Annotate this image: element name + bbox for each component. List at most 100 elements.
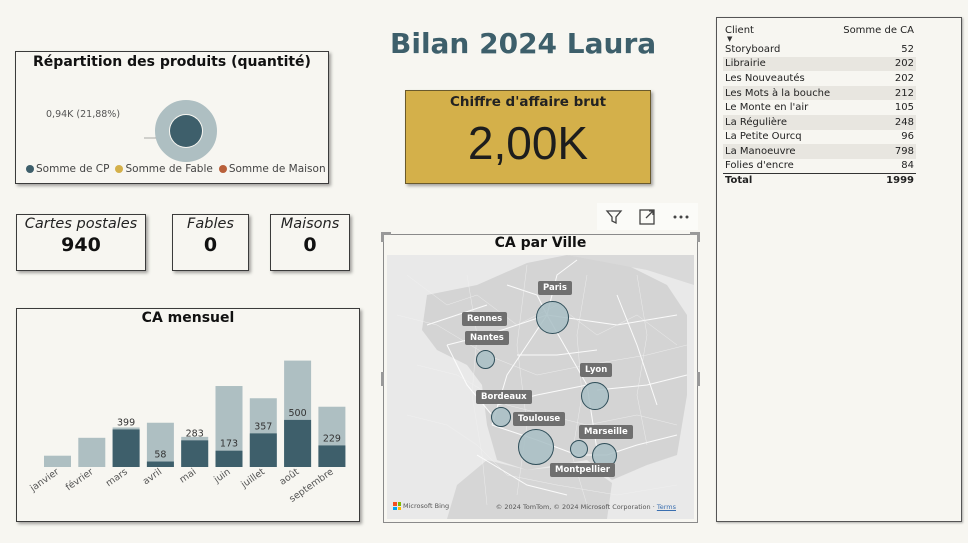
- legend-label-fable: Somme de Fable: [125, 163, 213, 175]
- table-row[interactable]: Les Mots à la bouche 212: [723, 85, 916, 101]
- bar-data-label: 58: [154, 450, 166, 461]
- cell-client: La Manoeuvre: [723, 144, 838, 159]
- legend-item-fable[interactable]: Somme de Fable: [115, 163, 213, 175]
- donut-slice-cp: [155, 100, 217, 162]
- table-row[interactable]: Folies d'encre 84: [723, 159, 916, 174]
- table-row[interactable]: La Régulière 248: [723, 114, 916, 130]
- resize-handle-left[interactable]: [381, 372, 384, 386]
- bar-total-0[interactable]: [44, 455, 71, 467]
- table-row[interactable]: Le Monte en l'air 105: [723, 100, 916, 115]
- client-revenue-table: Client ▼ Somme de CA Storyboard 52 Librairi…: [723, 23, 916, 188]
- fables-value: 0: [203, 234, 218, 256]
- pie-legend: Somme de CP Somme de Fable Somme de Mais…: [26, 163, 326, 175]
- cell-client: La Petite Ourcq: [725, 131, 802, 143]
- client-table-card[interactable]: Client ▼ Somme de CA Storyboard 52 Librairi…: [716, 17, 962, 522]
- col-header-client[interactable]: Client ▼: [723, 23, 838, 43]
- bubble-paris[interactable]: [536, 301, 569, 334]
- city-label-toulouse: Toulouse: [513, 412, 566, 426]
- city-label-rennes: Rennes: [462, 312, 508, 326]
- bubble-montpellier[interactable]: [570, 440, 588, 458]
- city-label-montpellier: Montpellier: [550, 463, 615, 477]
- fables-card[interactable]: Fables 0: [172, 214, 249, 271]
- pie-title: Répartition des produits (quantité): [33, 54, 311, 70]
- bar-chart-svg[interactable]: janvier février 399 mars 58 avril 283 mai 173 jui…: [17, 309, 361, 523]
- cell-sum: 202: [837, 56, 916, 72]
- map-credit: © 2024 TomTom, © 2024 Microsoft Corporat…: [495, 503, 676, 511]
- kpi-label: Chiffre d'affaire brut: [449, 94, 607, 110]
- bar-value-5[interactable]: [215, 450, 243, 467]
- houses-card[interactable]: Maisons 0: [270, 214, 350, 271]
- bar-value-2[interactable]: [112, 429, 140, 467]
- product-distribution-chart[interactable]: Répartition des produits (quantité) 0,94…: [15, 51, 329, 184]
- bar-data-label: 500: [289, 408, 307, 419]
- bar-chart-title: CA mensuel: [141, 310, 235, 326]
- map-title: CA par Ville: [494, 235, 587, 251]
- kpi-value: 2,00K: [467, 117, 589, 169]
- bubble-toulouse[interactable]: [518, 429, 554, 465]
- revenue-kpi-card[interactable]: Chiffre d'affaire brut 2,00K: [405, 90, 651, 184]
- visual-header-toolbar: [597, 203, 698, 230]
- donut-center: [170, 115, 202, 147]
- bubble-nantes[interactable]: [476, 350, 495, 369]
- bar-value-7[interactable]: [284, 419, 312, 467]
- cell-sum: 798: [837, 144, 916, 159]
- x-tick-label: juin: [211, 466, 232, 486]
- map-terms-link[interactable]: Terms: [656, 503, 676, 511]
- legend-item-cp[interactable]: Somme de CP: [26, 163, 109, 175]
- cell-client: Les Nouveautés: [725, 72, 805, 84]
- x-tick-label: mars: [104, 466, 130, 489]
- bar-data-label: 229: [323, 433, 341, 444]
- x-tick-label: mai: [178, 466, 199, 485]
- bar-total-1[interactable]: [78, 437, 106, 467]
- x-tick-label: avril: [141, 466, 164, 487]
- bubble-bordeaux[interactable]: [491, 407, 511, 427]
- resize-handle-tr[interactable]: [690, 232, 700, 235]
- filter-icon[interactable]: [603, 206, 625, 228]
- bar-value-8[interactable]: [318, 445, 346, 467]
- table-row[interactable]: La Manoeuvre 798: [723, 144, 916, 159]
- resize-handle-tr-v[interactable]: [697, 232, 700, 242]
- table-row[interactable]: Librairie 202: [723, 56, 916, 72]
- map-canvas[interactable]: Paris Rennes Nantes Lyon Bordeaux Toulou…: [387, 255, 694, 519]
- resize-handle-right[interactable]: [697, 372, 700, 386]
- postcards-card[interactable]: Cartes postales 940: [16, 214, 146, 271]
- focus-mode-icon[interactable]: [636, 206, 658, 228]
- bubble-lyon[interactable]: [581, 382, 609, 410]
- city-label-paris: Paris: [538, 281, 572, 295]
- city-label-bordeaux: Bordeaux: [476, 390, 532, 404]
- table-row[interactable]: La Petite Ourcq 96: [723, 130, 916, 145]
- bar-value-6[interactable]: [249, 433, 277, 467]
- legend-dot-fable: [115, 165, 124, 173]
- postcards-value: 940: [61, 234, 101, 256]
- cell-sum: 248: [837, 114, 916, 130]
- resize-handle-tl[interactable]: [381, 232, 391, 235]
- more-options-icon[interactable]: [670, 206, 692, 228]
- postcards-label: Cartes postales: [24, 216, 138, 232]
- bar-data-label: 399: [117, 417, 135, 428]
- col-sum-label: Somme de CA: [843, 25, 914, 36]
- table-row[interactable]: Storyboard 52: [723, 42, 916, 57]
- sort-desc-icon[interactable]: ▼: [727, 35, 733, 43]
- donut-chart[interactable]: [16, 76, 330, 162]
- x-tick-label: février: [64, 466, 96, 493]
- cell-sum: 96: [901, 131, 914, 143]
- bar-value-4[interactable]: [181, 440, 209, 467]
- cell-sum: 202: [894, 72, 914, 84]
- cell-sum: 84: [901, 160, 914, 172]
- bar-data-label: 283: [186, 428, 204, 439]
- total-label: Total: [723, 172, 838, 188]
- legend-dot-cp: [26, 165, 34, 173]
- legend-dot-maison: [218, 165, 227, 173]
- monthly-revenue-chart[interactable]: CA mensuel janvier février 399 mars 58 avril 2…: [16, 308, 360, 522]
- city-revenue-map[interactable]: CA par Ville: [381, 232, 700, 523]
- houses-label: Maisons: [280, 216, 340, 232]
- bar-data-label: 173: [220, 439, 238, 450]
- bar-value-3[interactable]: [146, 461, 174, 467]
- resize-handle-tl-v[interactable]: [381, 232, 384, 242]
- col-header-sum[interactable]: Somme de CA: [838, 23, 916, 42]
- x-tick-label: janvier: [27, 466, 61, 494]
- legend-item-maison[interactable]: Somme de Maison: [218, 163, 326, 175]
- table-row[interactable]: Les Nouveautés 202: [723, 71, 916, 86]
- bar-total-3[interactable]: [146, 422, 174, 467]
- houses-value: 0: [303, 234, 317, 256]
